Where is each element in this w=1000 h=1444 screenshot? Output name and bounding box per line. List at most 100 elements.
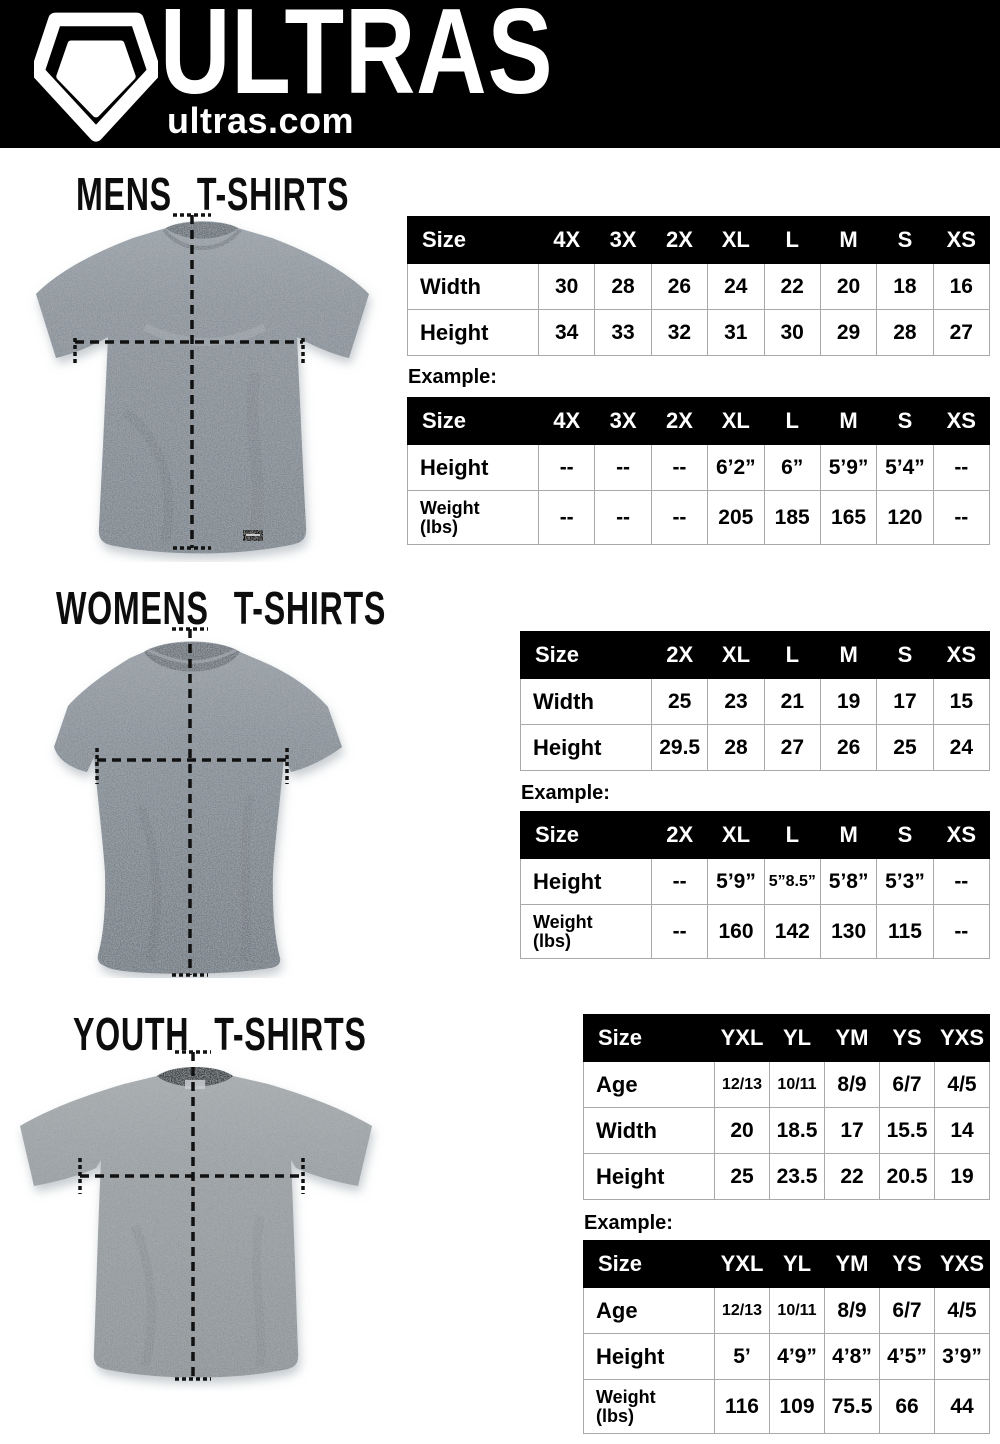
womens-example-label: Example: bbox=[521, 782, 610, 804]
table-header-row: Size 4X 3X 2X XL L M S XS bbox=[407, 397, 991, 445]
value-cell: 4’5” bbox=[879, 1333, 935, 1380]
value-cell: 4’9” bbox=[769, 1333, 825, 1380]
womens-size-table: Size 2X XL L M S XS Width 25 23 21 19 17 15 Height 29.5… bbox=[520, 631, 991, 771]
mens-example-label: Example: bbox=[408, 366, 497, 388]
value-cell: -- bbox=[932, 904, 991, 959]
table-row: Height 5’ 4’9” 4’8” 4’5” 3’9” bbox=[583, 1333, 990, 1380]
value-cell: 22 bbox=[763, 263, 821, 310]
row-label: Weight (lbs) bbox=[583, 1379, 715, 1434]
womens-section-title: WOMENS T-SHIRTS bbox=[56, 582, 387, 634]
womens-example-table: Size 2X XL L M S XS Height -- 5’9” 5”8.5” 5’8” 5’3” -… bbox=[520, 811, 991, 959]
size-label-cell: Size bbox=[520, 811, 652, 859]
row-label: Height bbox=[407, 444, 539, 491]
value-cell: 26 bbox=[650, 263, 709, 310]
value-cell: 8/9 bbox=[824, 1287, 880, 1334]
size-column-header: L bbox=[763, 397, 821, 445]
value-cell: 30 bbox=[537, 263, 596, 310]
row-label: Weight (lbs) bbox=[520, 904, 652, 959]
size-label-cell: Size bbox=[407, 216, 539, 264]
measurement-lines bbox=[73, 213, 305, 550]
size-column-header: XL bbox=[707, 397, 765, 445]
value-cell: 15 bbox=[932, 678, 991, 725]
value-cell: 116 bbox=[714, 1379, 770, 1434]
measurement-lines bbox=[78, 1050, 305, 1381]
womens-tshirt-image bbox=[54, 627, 342, 977]
youth-tshirt-image bbox=[20, 1050, 372, 1381]
mens-size-table: Size 4X 3X 2X XL L M S XS Width 30 28 26 24 22 20 18 16 He… bbox=[407, 216, 991, 356]
pentagon-shield-icon[interactable] bbox=[34, 6, 158, 142]
row-label: Age bbox=[583, 1287, 715, 1334]
value-cell: 6/7 bbox=[879, 1061, 935, 1108]
value-cell: 165 bbox=[819, 490, 878, 545]
value-cell: -- bbox=[650, 904, 709, 959]
value-cell: 10/11 bbox=[769, 1287, 825, 1334]
size-column-header: 3X bbox=[594, 397, 652, 445]
value-cell: 29 bbox=[819, 309, 878, 356]
womens-shirt-shape bbox=[54, 641, 342, 974]
value-cell: 20 bbox=[714, 1107, 770, 1154]
size-column-header: 3X bbox=[594, 216, 652, 264]
youth-size-table: Size YXL YL YM YS YXS Age 12/13 10/11 8/9 6/7 4/5 Wi… bbox=[583, 1014, 990, 1200]
table-header-row: Size 2X XL L M S XS bbox=[520, 631, 991, 679]
value-cell: 15.5 bbox=[879, 1107, 935, 1154]
header-bar: ULTRAS ultras.com bbox=[0, 0, 1000, 148]
value-cell: 24 bbox=[707, 263, 765, 310]
row-label: Height bbox=[520, 858, 652, 905]
brand-text[interactable]: ULTRAS bbox=[160, 0, 554, 119]
table-row: Height 29.5 28 27 26 25 24 bbox=[520, 724, 991, 771]
value-cell: 25 bbox=[876, 724, 934, 771]
size-column-header: M bbox=[819, 631, 878, 679]
value-cell: 22 bbox=[824, 1153, 880, 1200]
size-column-header: YS bbox=[879, 1014, 935, 1062]
value-cell: 31 bbox=[707, 309, 765, 356]
size-label-cell: Size bbox=[407, 397, 539, 445]
value-cell: 19 bbox=[819, 678, 878, 725]
youth-section-title: YOUTH T-SHIRTS bbox=[73, 1008, 367, 1060]
value-cell: 18.5 bbox=[769, 1107, 825, 1154]
row-label: Weight (lbs) bbox=[407, 490, 539, 545]
size-column-header: M bbox=[819, 216, 878, 264]
row-label: Height bbox=[583, 1153, 715, 1200]
size-column-header: S bbox=[876, 397, 934, 445]
value-cell: 4/5 bbox=[934, 1287, 990, 1334]
value-cell: 5’ bbox=[714, 1333, 770, 1380]
mens-section-title: MENS T-SHIRTS bbox=[76, 168, 350, 220]
size-column-header: 2X bbox=[650, 216, 709, 264]
size-column-header: 2X bbox=[650, 811, 709, 859]
value-cell: 4’8” bbox=[824, 1333, 880, 1380]
size-column-header: L bbox=[763, 811, 821, 859]
value-cell: -- bbox=[932, 858, 991, 905]
value-cell: 27 bbox=[763, 724, 821, 771]
value-cell: 3’9” bbox=[934, 1333, 990, 1380]
table-row: Weight (lbs) -- 160 142 130 115 -- bbox=[520, 904, 991, 959]
value-cell: 26 bbox=[819, 724, 878, 771]
value-cell: -- bbox=[537, 444, 596, 491]
value-cell: 44 bbox=[934, 1379, 990, 1434]
value-cell: 5’9” bbox=[819, 444, 878, 491]
table-header-row: Size 4X 3X 2X XL L M S XS bbox=[407, 216, 991, 264]
site-url[interactable]: ultras.com bbox=[167, 100, 355, 141]
value-cell: -- bbox=[650, 444, 709, 491]
value-cell: 20 bbox=[819, 263, 878, 310]
size-column-header: YS bbox=[879, 1240, 935, 1288]
value-cell: 8/9 bbox=[824, 1061, 880, 1108]
table-row: Height 34 33 32 31 30 29 28 27 bbox=[407, 309, 991, 356]
table-row: Height 25 23.5 22 20.5 19 bbox=[583, 1153, 990, 1200]
value-cell: 17 bbox=[824, 1107, 880, 1154]
value-cell: 120 bbox=[876, 490, 934, 545]
value-cell: -- bbox=[537, 490, 596, 545]
row-label: Age bbox=[583, 1061, 715, 1108]
value-cell: 6’2” bbox=[707, 444, 765, 491]
value-cell: 142 bbox=[763, 904, 821, 959]
size-column-header: L bbox=[763, 216, 821, 264]
value-cell: 32 bbox=[650, 309, 709, 356]
size-column-header: S bbox=[876, 631, 934, 679]
value-cell: 5’3” bbox=[876, 858, 934, 905]
row-label: Height bbox=[407, 309, 539, 356]
size-column-header: 4X bbox=[537, 397, 596, 445]
value-cell: 34 bbox=[537, 309, 596, 356]
row-label: Height bbox=[520, 724, 652, 771]
mens-example-table: Size 4X 3X 2X XL L M S XS Height -- -- -- 6’2” 6” 5’9” 5… bbox=[407, 397, 991, 545]
value-cell: 14 bbox=[934, 1107, 990, 1154]
